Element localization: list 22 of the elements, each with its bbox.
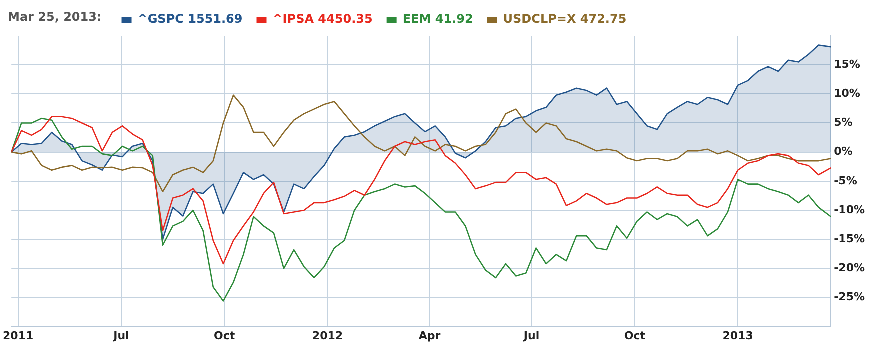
y-tick-label: -15% — [834, 232, 866, 246]
y-tick-label: 5% — [834, 116, 853, 130]
x-tick-label: Oct — [624, 329, 646, 342]
y-tick-label: -5% — [834, 174, 858, 188]
x-tick-label: 2013 — [722, 329, 754, 342]
y-tick-label: 0% — [834, 145, 853, 158]
x-tick-label: 2012 — [312, 329, 344, 342]
y-tick-label: 10% — [834, 87, 860, 100]
x-tick-label: 2011 — [3, 329, 34, 342]
legend-label: ^GSPC 1551.69 — [138, 12, 243, 26]
y-tick-label: -25% — [834, 290, 866, 304]
legend-label: ^IPSA 4450.35 — [272, 12, 373, 26]
x-tick-label: Apr — [418, 329, 442, 342]
x-tick-label: Jul — [522, 329, 540, 342]
y-tick-label: -20% — [834, 262, 866, 274]
x-tick-label: Jul — [112, 329, 130, 342]
legend-label: EEM 41.92 — [402, 12, 474, 26]
y-tick-label: 15% — [834, 58, 860, 71]
x-tick-label: Oct — [214, 329, 236, 342]
chart-title: Mar 25, 2013: — [8, 10, 102, 24]
y-tick-label: -10% — [834, 203, 866, 216]
legend-label: USDCLP=X 472.75 — [503, 12, 627, 26]
